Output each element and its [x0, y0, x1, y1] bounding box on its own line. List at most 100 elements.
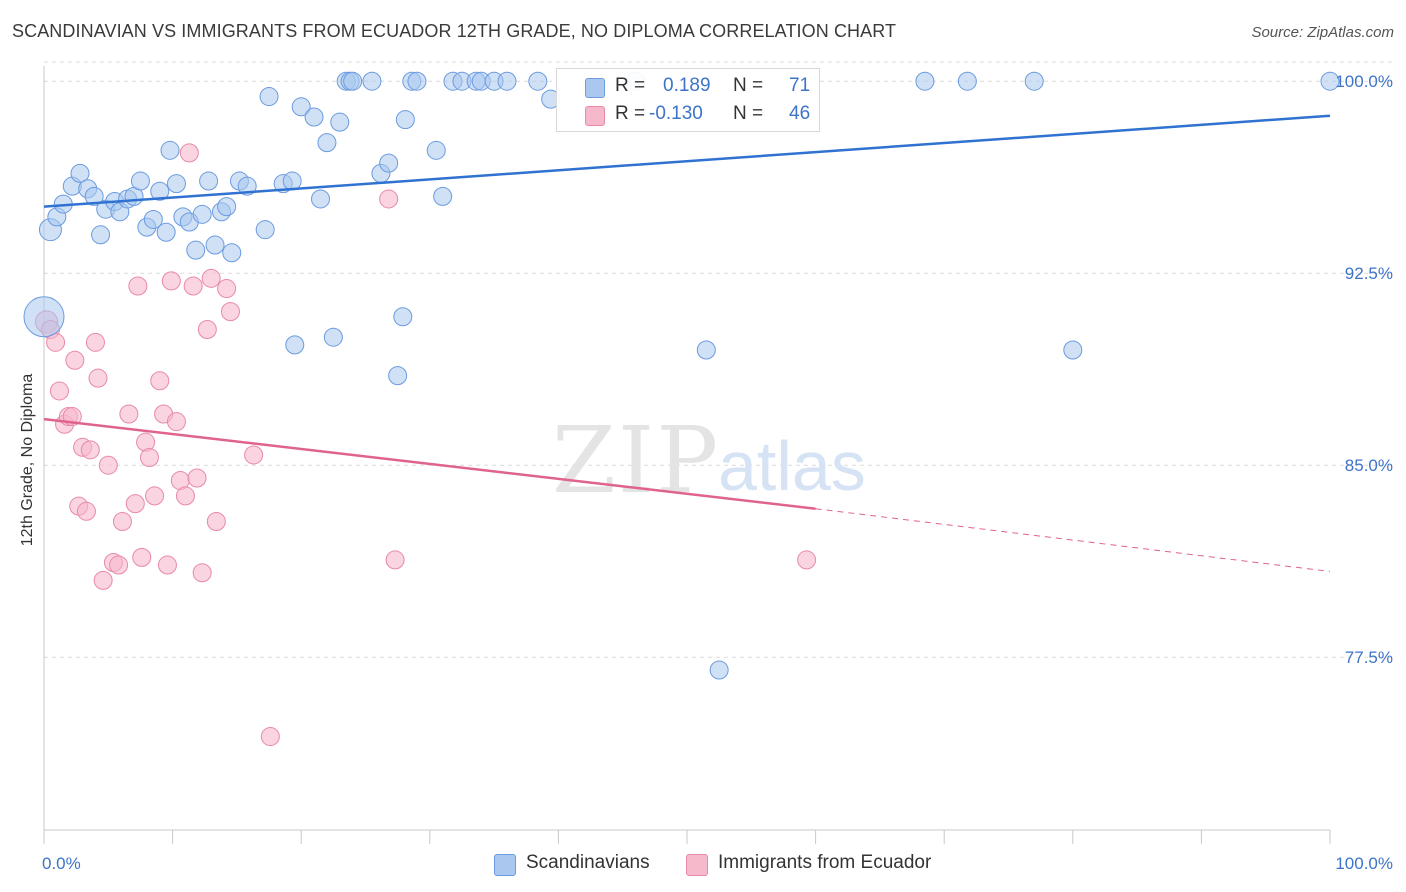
scandinavian-point	[379, 153, 399, 173]
scandinavian-point	[407, 71, 427, 91]
scandinavian-point	[497, 71, 517, 91]
ecuador-point	[379, 189, 399, 209]
watermark-atlas: atlas	[718, 427, 866, 505]
ecuador-point	[98, 455, 118, 475]
ecuador-point	[150, 371, 170, 391]
trend-line-ecuador	[43, 417, 816, 510]
y-tick-label: 85.0%	[1345, 456, 1393, 475]
scandinavian-point	[323, 327, 343, 347]
scandinavian-point	[1063, 340, 1083, 360]
trend-line-ecuador-extension	[815, 508, 1331, 572]
ecuador-point	[109, 555, 129, 575]
watermark-zip: ZIP	[552, 407, 720, 514]
ecuador-point	[166, 412, 186, 432]
legend-swatch-pink	[585, 106, 605, 126]
legend-n-value: 71	[789, 75, 811, 96]
scandinavian-point	[91, 225, 111, 245]
ecuador-point	[797, 550, 817, 570]
scandinavian-point	[255, 220, 275, 240]
ecuador-point	[220, 302, 240, 322]
scandinavian-point	[310, 189, 330, 209]
scandinavian-point	[186, 240, 206, 260]
scandinavian-point	[915, 71, 935, 91]
ecuador-point	[119, 404, 139, 424]
ecuador-point	[125, 494, 145, 514]
scandinavian-point	[259, 87, 279, 107]
ecuador-point	[112, 512, 132, 532]
y-tick-label: 92.5%	[1345, 264, 1393, 283]
scandinavian-point	[84, 186, 104, 206]
scandinavian-point	[1320, 71, 1340, 91]
scandinavian-point	[343, 71, 363, 91]
legend-swatch-blue	[585, 78, 605, 98]
series-scandinavians-points	[23, 71, 1340, 680]
scandinavian-point	[285, 335, 305, 355]
legend-n-label: N =	[733, 103, 764, 124]
scandinavian-point	[130, 171, 150, 191]
scandinavian-point	[150, 181, 170, 201]
chart-title: SCANDINAVIAN VS IMMIGRANTS FROM ECUADOR …	[12, 21, 897, 41]
scandinavian-point	[217, 197, 237, 217]
ecuador-point	[201, 268, 221, 288]
scandinavian-point	[362, 71, 382, 91]
legend-n-value: 46	[789, 103, 811, 124]
scandinavian-point	[291, 97, 311, 117]
ecuador-point	[80, 440, 100, 460]
legend-swatch-blue	[494, 854, 516, 876]
scandinavian-point	[143, 209, 163, 229]
scandinavian-point	[205, 235, 225, 255]
scandinavian-point	[1024, 71, 1044, 91]
legend-swatch-pink	[686, 854, 708, 876]
legend-r-value: -0.130	[649, 103, 703, 124]
ecuador-point	[88, 368, 108, 388]
scandinavian-point	[237, 176, 257, 196]
ecuador-point	[145, 486, 165, 506]
ecuador-point	[183, 276, 203, 296]
ecuador-point	[85, 332, 105, 352]
scandinavian-point	[304, 107, 324, 127]
scandinavian-point	[156, 222, 176, 242]
legend-label: Immigrants from Ecuador	[718, 852, 932, 873]
correlation-legend: R = 0.189 N = 71 R = -0.130 N = 46	[556, 68, 820, 132]
y-tick-label: 77.5%	[1345, 648, 1393, 667]
ecuador-point	[385, 550, 405, 570]
legend-r-label: R =	[615, 103, 646, 124]
ecuador-point	[49, 381, 69, 401]
scandinavian-point	[395, 110, 415, 130]
trend-lines	[43, 114, 1331, 572]
legend-row-scandinavians: R = 0.189 N = 71	[557, 73, 819, 99]
y-tick-label: 100.0%	[1335, 72, 1393, 91]
scandinavian-point	[166, 174, 186, 194]
scandinavian-point	[696, 340, 716, 360]
scandinavian-point	[160, 140, 180, 160]
scandinavian-point	[192, 204, 212, 224]
scandinavian-point	[330, 112, 350, 132]
scandinavian-point	[23, 296, 65, 338]
ecuador-point	[65, 350, 85, 370]
ecuador-point	[76, 501, 96, 521]
ecuador-point	[128, 276, 148, 296]
ecuador-point	[206, 512, 226, 532]
ecuador-point	[175, 486, 195, 506]
ecuador-point	[179, 143, 199, 163]
scandinavian-point	[222, 243, 242, 263]
scandinavian-point	[528, 71, 548, 91]
scandinavian-point	[317, 133, 337, 153]
ecuador-point	[197, 320, 217, 340]
grid-lines	[44, 61, 1392, 658]
ecuador-point	[217, 279, 237, 299]
scandinavian-point	[70, 163, 90, 183]
legend-row-ecuador: R = -0.130 N = 46	[557, 101, 819, 127]
legend-n-label: N =	[733, 75, 764, 96]
ecuador-point	[187, 468, 207, 488]
ecuador-point	[260, 727, 280, 747]
scandinavian-point	[433, 186, 453, 206]
scandinavian-point	[282, 171, 302, 191]
watermark: ZIP atlas	[552, 407, 866, 514]
ecuador-point	[244, 445, 264, 465]
legend-r-value: 0.189	[663, 75, 711, 96]
scandinavian-point	[393, 307, 413, 327]
ecuador-point	[139, 448, 159, 468]
legend-label: Scandinavians	[526, 852, 650, 873]
